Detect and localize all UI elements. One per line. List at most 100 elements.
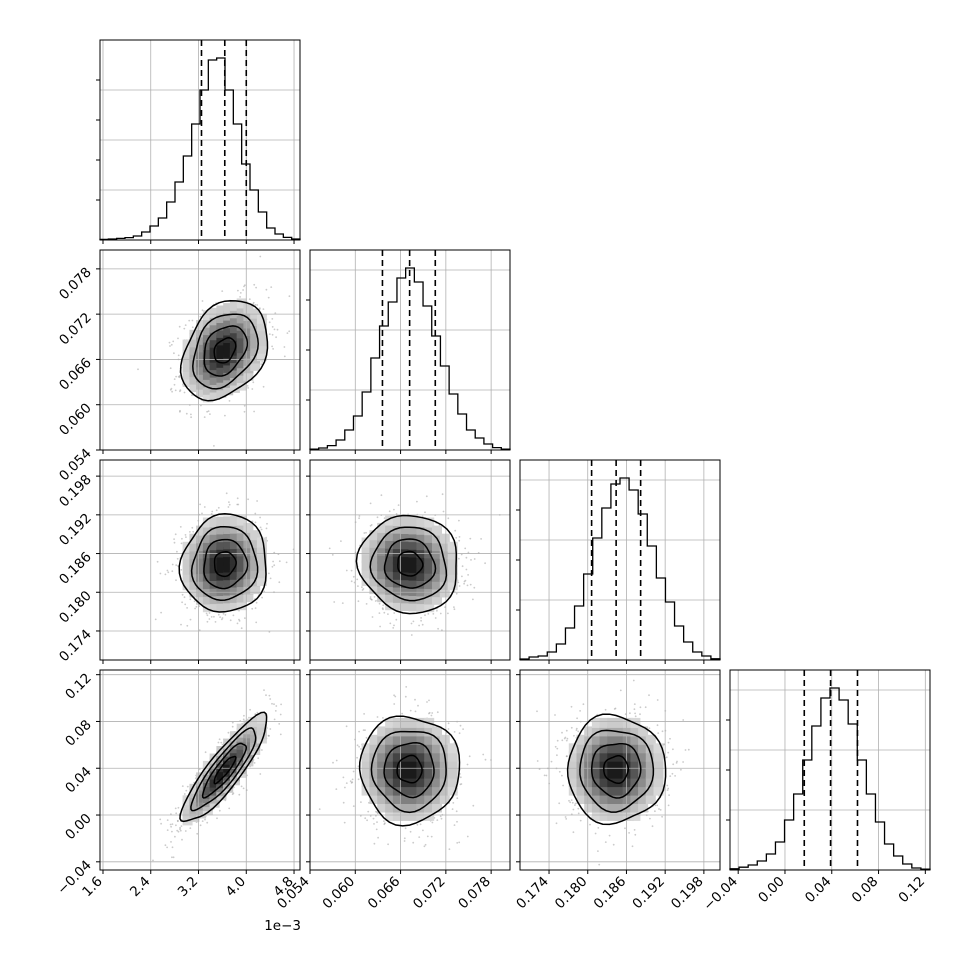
density-cell [615,717,625,728]
scatter-point [269,728,272,730]
scatter-point [201,512,203,515]
density-cell [369,545,380,556]
scatter-point [259,526,262,529]
x-tick-label: 0.04 [802,874,835,907]
scatter-point [459,724,462,727]
contour-line [603,755,630,785]
scatter-point [184,534,187,536]
density-cell [408,734,419,745]
scatter-point [577,730,580,733]
scatter-point [172,340,175,343]
density-cell [256,568,267,579]
density-cell [256,545,267,556]
density-cell [256,552,267,563]
density-cell [408,601,419,612]
scatter-point [279,713,282,716]
density-cell [182,347,193,358]
scatter-point [201,820,204,822]
contour-line [203,325,249,377]
scatter-point [251,388,254,390]
scatter-point [252,301,255,304]
scatter-point [427,613,430,615]
density-cell [416,578,427,589]
density-cell [196,364,207,375]
scatter-point [191,326,194,329]
scatter-point [224,414,226,417]
density-cell [653,760,664,771]
density-cell [416,571,427,581]
scatter-point [453,608,456,611]
scatter-point [255,621,258,624]
density-cell [196,379,207,390]
density-cell [385,569,396,580]
scatter-point [177,354,180,357]
density-cell [645,768,656,779]
scatter-point [266,522,268,525]
density-cell [645,794,656,804]
density-cell [223,593,234,604]
density-cell [256,713,267,724]
scatter-point [370,524,373,526]
density-cell [182,377,193,387]
density-cell [568,785,579,796]
scatter-point [365,736,368,739]
scatter-point [597,827,600,829]
histogram-step [309,267,511,450]
scatter-point [271,318,274,320]
y-tick-label: 0.078 [56,264,95,303]
scatter-point [159,572,162,575]
scatter-point [484,562,486,565]
density-cell [236,335,247,346]
density-cell [630,743,641,754]
scatter-point [239,296,242,298]
scatter-point [654,804,657,807]
scatter-point [328,547,331,550]
histogram-step [519,477,721,660]
scatter-point [457,581,460,584]
density-cell [243,546,254,556]
density-cell [432,541,442,551]
density-cell [369,537,380,548]
scatter-point [273,328,276,331]
scatter-point [395,618,398,621]
scatter-point [206,410,209,413]
density-cell [432,571,442,582]
density-cell [216,539,227,550]
density-cell [622,726,633,737]
density-cell [447,549,458,560]
scatter-point [466,763,469,766]
density-cell [392,794,403,804]
scatter-point [656,724,659,727]
density-cell [223,516,234,527]
scatter-point [269,698,272,700]
density-cell [196,533,207,544]
scatter-point [424,614,426,617]
density-cell [236,523,247,534]
density-cell [250,316,261,327]
contour-line [383,538,437,589]
contour-line [213,551,237,578]
scatter-point [682,719,685,721]
scatter-point [356,744,359,747]
scatter-point [361,586,363,588]
density-cell [189,367,200,378]
scatter-point [272,348,274,350]
scatter-point [357,600,360,603]
scatter-point [262,385,265,388]
density-cell [622,785,633,796]
density-cell [424,777,435,788]
density-cell [408,555,419,566]
density-cell [447,541,458,552]
density-cell [408,785,419,796]
scatter-point [180,825,183,827]
scatter-point [189,531,191,533]
scatter-point [179,829,182,832]
scatter-point [271,326,274,328]
scatter-point [574,802,577,805]
scatter-point [373,596,376,598]
density-cell [209,578,220,589]
scatter-point [248,298,251,301]
scatter-point [387,613,389,615]
density-cell [638,768,649,779]
scatter-point [177,337,179,340]
